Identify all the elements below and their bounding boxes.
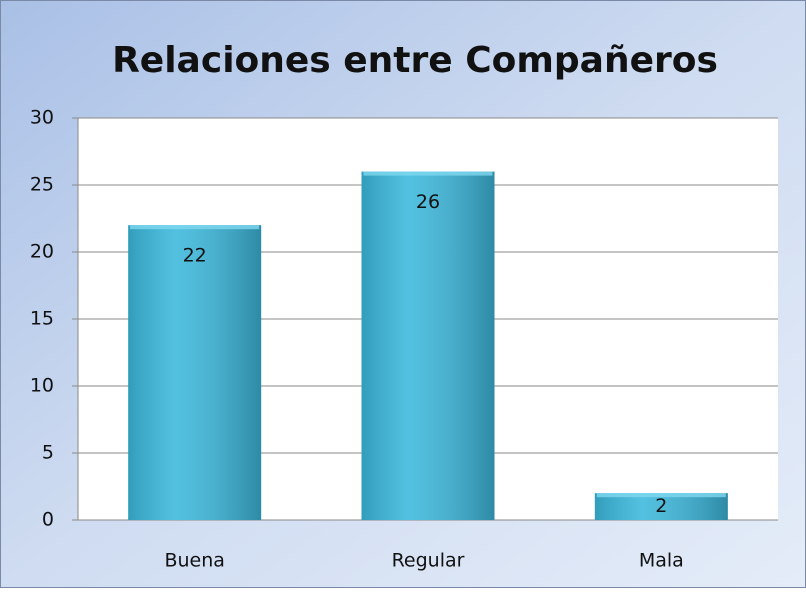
x-tick-label: Regular [392, 550, 465, 572]
bar-bevel [596, 493, 726, 498]
chart-title: Relaciones entre Compañeros [112, 40, 718, 81]
x-tick-label: Mala [639, 550, 684, 572]
bar-bevel [130, 225, 260, 230]
bar-shade [361, 171, 495, 520]
bar-shade [128, 225, 262, 520]
y-tick-label: 30 [30, 107, 54, 129]
y-tick-label: 10 [30, 375, 54, 397]
data-label: 26 [416, 191, 440, 213]
y-tick-label: 5 [42, 442, 54, 464]
bar-bevel [363, 171, 493, 176]
data-label: 22 [183, 245, 207, 267]
y-tick-label: 25 [30, 174, 54, 196]
x-tick-label: Buena [164, 550, 224, 572]
y-tick-label: 20 [30, 241, 54, 263]
y-tick-label: 0 [42, 509, 54, 531]
bar-shade [594, 493, 728, 520]
data-label: 2 [655, 495, 667, 517]
y-tick-label: 15 [30, 308, 54, 330]
